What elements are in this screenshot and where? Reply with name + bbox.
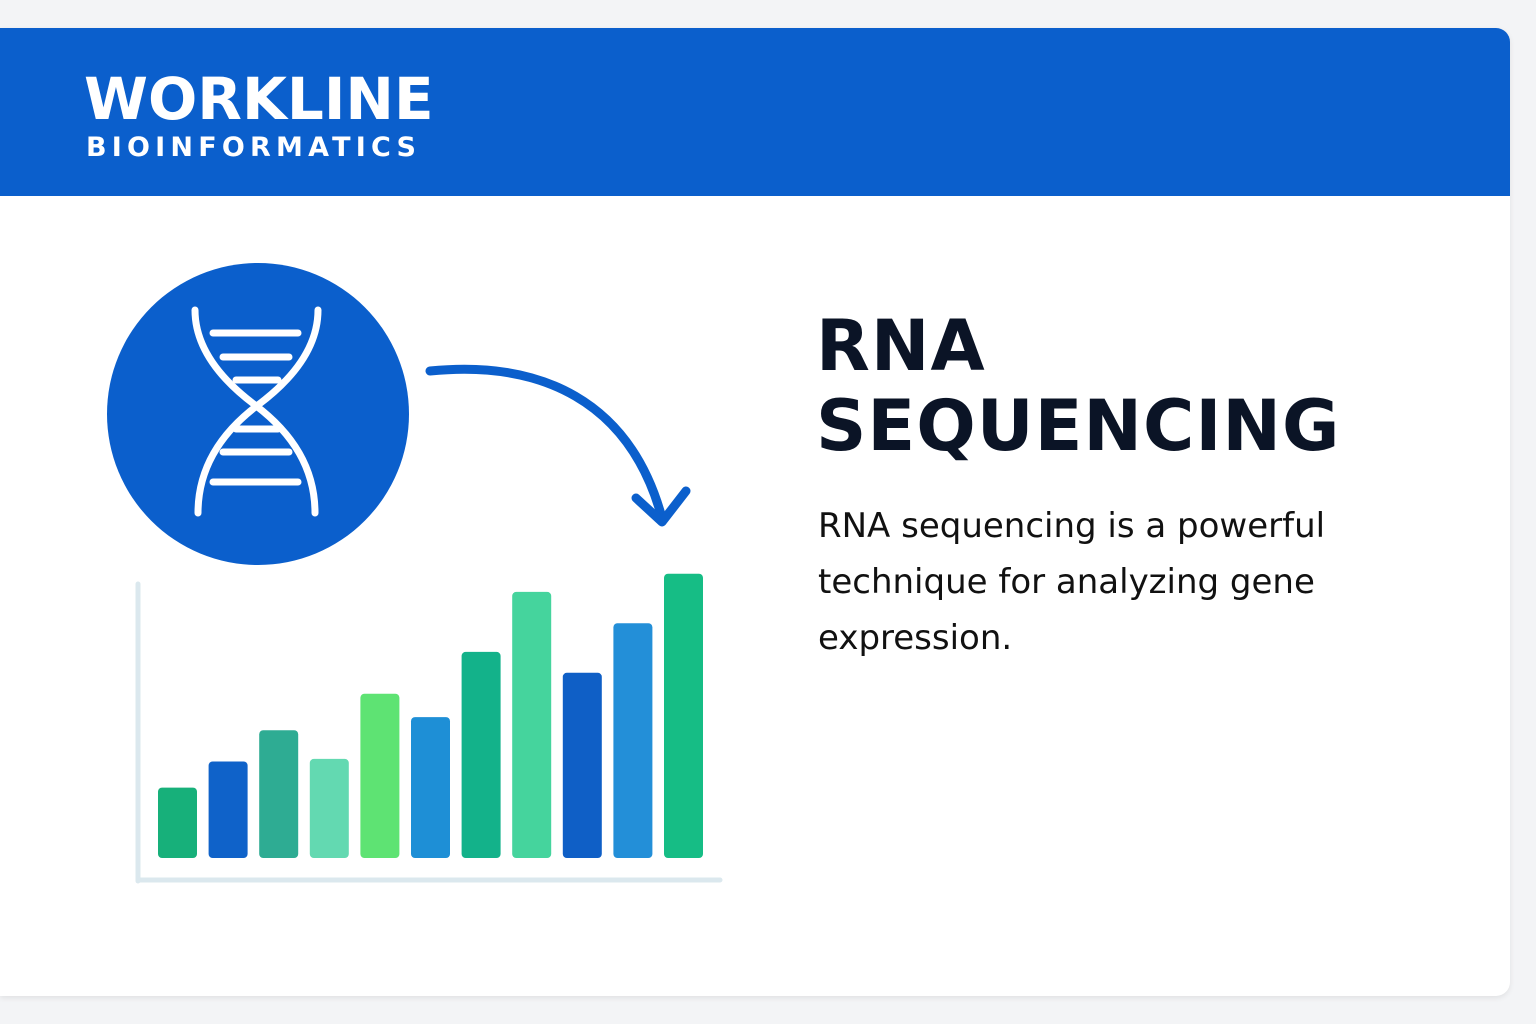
dna-badge-circle	[107, 263, 409, 565]
chart-bar-2	[208, 761, 248, 858]
chart-bar-4	[309, 758, 349, 858]
dna-icon	[191, 306, 322, 517]
brand-division: BIOINFORMATICS	[86, 132, 422, 163]
chart-bar-8	[512, 591, 552, 858]
page-title-line-2: SEQUENCING	[816, 385, 1341, 467]
chart-bar-6	[411, 717, 450, 858]
chart-bar-9	[562, 672, 602, 858]
brand-name: WORKLINE	[84, 65, 434, 133]
chart-bar-1	[158, 787, 197, 858]
chart-bar-3	[259, 730, 299, 858]
page-title-line-1: RNA	[816, 305, 986, 387]
illustration	[107, 263, 723, 884]
curved-arrow-icon	[425, 364, 691, 527]
content-card: WORKLINE BIOINFORMATICS	[0, 28, 1510, 996]
chart-bar-11	[664, 573, 703, 858]
chart-bars	[158, 573, 703, 858]
chart-bar-10	[613, 623, 653, 858]
chart-bar-5	[360, 693, 400, 858]
dna-badge	[107, 263, 409, 565]
header-banner: WORKLINE BIOINFORMATICS	[0, 28, 1510, 196]
page-title: RNA SEQUENCING	[816, 306, 1340, 466]
chart-bar-7	[461, 651, 501, 858]
description-text: RNA sequencing is a powerful technique f…	[818, 506, 1326, 658]
